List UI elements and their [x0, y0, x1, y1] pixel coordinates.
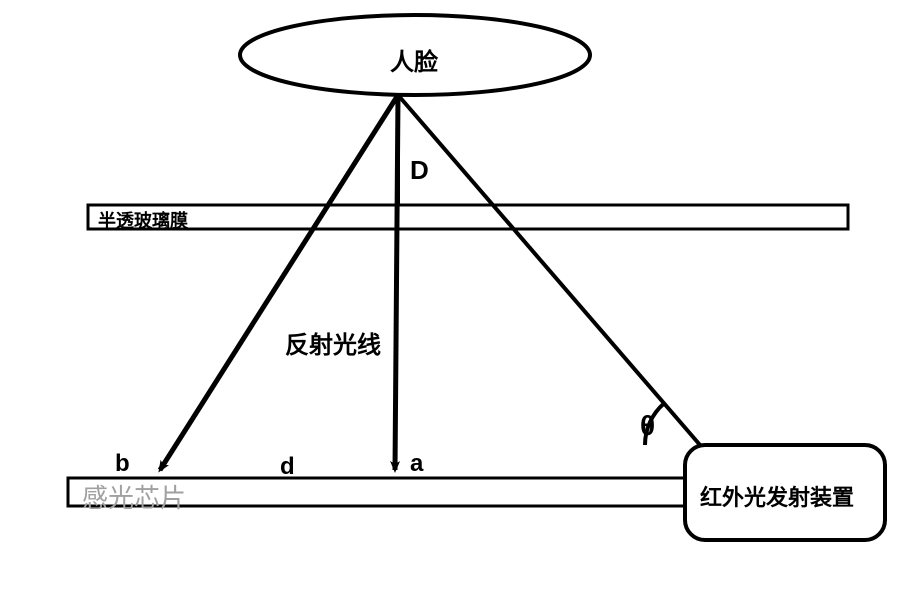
letter-d: d: [280, 453, 295, 481]
letter-theta: θ: [640, 410, 655, 442]
ray-reflect-b: [160, 95, 398, 470]
emitter-label: 红外光发射装置: [700, 480, 854, 512]
letter-b: b: [115, 450, 130, 478]
ray-to-emitter: [398, 95, 700, 445]
sensor-chip-label: 感光芯片: [82, 478, 186, 515]
ray-reflect-a: [395, 95, 398, 470]
letter-D: D: [410, 155, 429, 186]
face-label: 人脸: [390, 42, 438, 77]
glass-label: 半透玻璃膜: [98, 207, 188, 233]
letter-a: a: [410, 450, 423, 478]
reflect-label: 反射光线: [285, 325, 381, 360]
glass-bar: [88, 205, 848, 229]
